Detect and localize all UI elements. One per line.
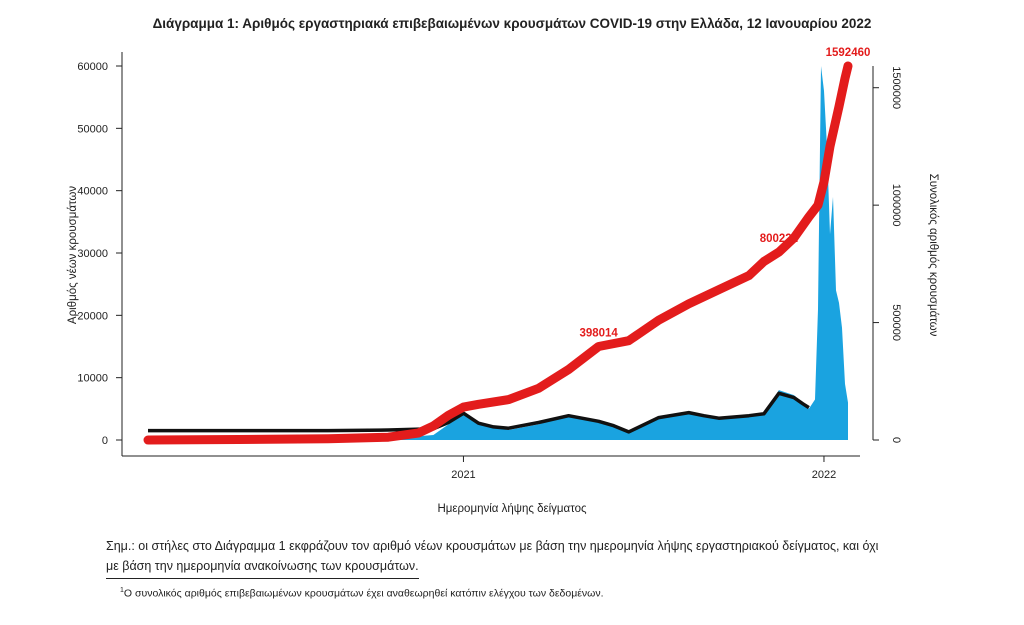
- y-axis-left-label: Αριθμός νέων κρουσμάτων: [67, 186, 79, 324]
- chart-title: Διάγραμμα 1: Αριθμός εργαστηριακά επιβεβ…: [153, 16, 872, 31]
- x-axis-label: Ημερομηνία λήψης δείγματος: [437, 503, 587, 515]
- left-tick-label: 60000: [77, 61, 108, 73]
- left-tick-label: 30000: [77, 248, 108, 260]
- daily-cases-bars: [148, 66, 848, 440]
- x-tick-label: 2021: [451, 469, 475, 481]
- right-tick-label: 0: [890, 437, 902, 443]
- right-axis-ticks: 0 500000 1000000 1500000: [873, 66, 902, 443]
- moving-average-line: [148, 391, 810, 434]
- cumulative-cases-line: [143, 61, 853, 445]
- x-axis-ticks: 2021 2022: [451, 456, 836, 481]
- right-tick-label: 1500000: [890, 66, 902, 109]
- footnote-marker: 1: [120, 587, 124, 594]
- left-tick-label: 20000: [77, 310, 108, 322]
- right-tick-label: 1000000: [890, 184, 902, 227]
- cumulative-cases-path: [143, 61, 853, 445]
- left-tick-label: 50000: [77, 123, 108, 135]
- left-tick-label: 0: [102, 435, 108, 447]
- covid-cases-chart: Διάγραμμα 1: Αριθμός εργαστηριακά επιβεβ…: [67, 16, 939, 515]
- moving-average-path: [148, 391, 810, 434]
- cumulative-annotation: 1592460: [826, 47, 871, 59]
- y-axis-right-label: Συνολικός αριθμός κρουσμάτων: [927, 174, 939, 337]
- daily-cases-area: [148, 66, 848, 440]
- cumulative-annotations: 398014 800222 1592460: [579, 47, 870, 340]
- left-axis-ticks: 0 10000 20000 30000 40000 50000 60000: [77, 61, 122, 447]
- x-tick-label: 2022: [812, 469, 836, 481]
- left-tick-label: 40000: [77, 186, 108, 198]
- chart-note: Σημ.: οι στήλες στο Διάγραμμα 1 εκφράζου…: [106, 536, 1006, 579]
- cumulative-annotation: 398014: [579, 328, 618, 340]
- cumulative-annotation: 800222: [760, 233, 798, 245]
- note-line-2: με βάση την ημερομηνία ανακοίνωσης των κ…: [106, 556, 419, 579]
- footnote: 1Ο συνολικός αριθμός επιβεβαιωμένων κρου…: [120, 587, 604, 600]
- right-tick-label: 500000: [890, 304, 902, 341]
- left-tick-label: 10000: [77, 373, 108, 385]
- note-line-1: Σημ.: οι στήλες στο Διάγραμμα 1 εκφράζου…: [106, 539, 879, 553]
- footnote-text: Ο συνολικός αριθμός επιβεβαιωμένων κρουσ…: [123, 587, 604, 600]
